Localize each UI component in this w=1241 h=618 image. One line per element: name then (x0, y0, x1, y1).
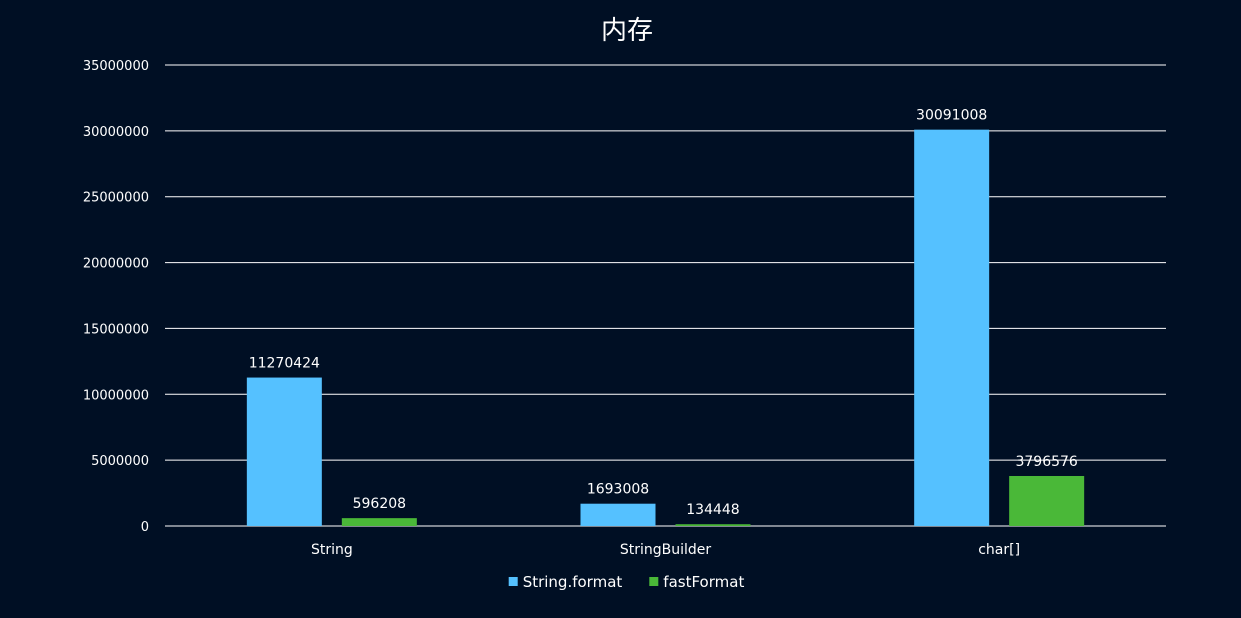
legend-swatch (649, 577, 659, 586)
y-tick-label: 5000000 (91, 454, 149, 469)
legend-label: String.format (523, 573, 623, 591)
data-label: 3796576 (1015, 454, 1077, 470)
data-label: 30091008 (916, 108, 987, 124)
x-category-label: StringBuilder (620, 542, 712, 558)
bar (675, 524, 751, 526)
legend: String.format fastFormat (508, 573, 744, 591)
legend-swatch (508, 577, 518, 586)
bar (246, 377, 322, 526)
data-label: 596208 (353, 496, 406, 512)
y-tick-label: 35000000 (83, 59, 149, 74)
x-category-label: char[] (978, 542, 1020, 558)
legend-label: fastFormat (663, 573, 744, 591)
chart-title: 内存 (601, 16, 653, 46)
y-tick-label: 10000000 (83, 388, 149, 403)
bar (1009, 475, 1085, 526)
data-label: 134448 (686, 502, 739, 518)
y-tick-label: 20000000 (83, 257, 149, 272)
bars (246, 129, 1085, 526)
x-category-label: String (311, 542, 353, 558)
bar (580, 503, 656, 526)
y-tick-label: 0 (141, 520, 149, 535)
grid (165, 64, 1166, 527)
y-tick-label: 15000000 (83, 322, 149, 337)
y-axis-ticks: 0 5000000 10000000 15000000 20000000 25000000… (83, 59, 149, 535)
y-tick-label: 30000000 (83, 125, 149, 140)
data-label: 1693008 (587, 482, 649, 498)
bar (914, 129, 990, 526)
x-axis-categories: String StringBuilder char[] (311, 542, 1020, 558)
data-labels: 11270424 596208 1693008 134448 30091008 37965… (249, 108, 1078, 519)
data-label: 11270424 (249, 356, 320, 372)
y-tick-label: 25000000 (83, 191, 149, 206)
bar (341, 518, 417, 526)
